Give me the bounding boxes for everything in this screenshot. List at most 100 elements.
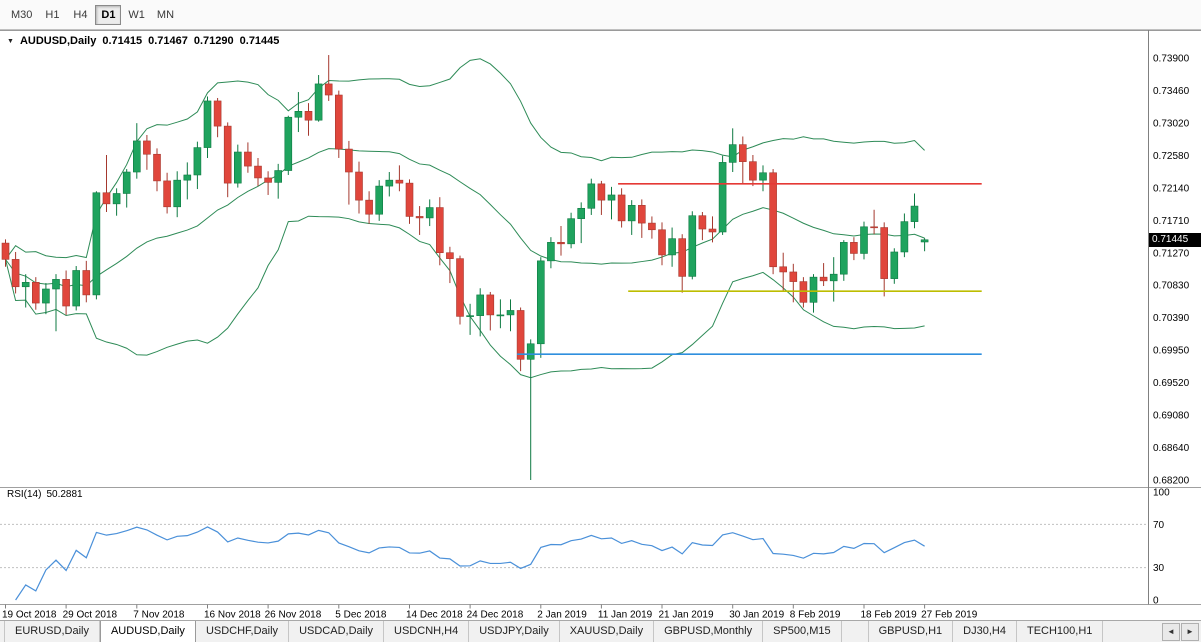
rsi-axis[interactable]: 100 70 30 0 xyxy=(1153,488,1170,607)
time-axis[interactable]: 19 Oct 2018 29 Oct 2018 7 Nov 2018 16 Nov 2… xyxy=(2,604,978,621)
candle-body xyxy=(173,179,181,208)
symbol-tab-bar: EURUSD,Daily AUDUSD,Daily USDCHF,Daily U… xyxy=(0,620,1201,642)
candle-body xyxy=(668,238,676,256)
tab-usdcnh-h4[interactable]: USDCNH,H4 xyxy=(384,621,470,642)
candle-body xyxy=(31,282,40,304)
tab-usdchf-daily[interactable]: USDCHF,Daily xyxy=(196,621,290,642)
candle-body xyxy=(850,242,858,254)
candle-body xyxy=(203,100,212,148)
candle-body xyxy=(92,192,101,296)
candle xyxy=(153,148,161,192)
candle-body xyxy=(334,94,343,150)
chart-canvas[interactable]: 0.73900 0.73460 0.73020 0.72580 0.72140 0.717… xyxy=(0,30,1201,620)
candle xyxy=(668,227,676,267)
candle xyxy=(486,291,495,331)
candle xyxy=(779,252,788,291)
date-tick-label: 2 Jan 2019 xyxy=(537,610,587,621)
candle-body xyxy=(749,161,757,181)
candle-body xyxy=(456,258,464,317)
candle xyxy=(405,179,414,224)
timeframe-button-w1[interactable]: W1 xyxy=(128,8,145,21)
timeframe-button-m30[interactable]: M30 xyxy=(11,8,33,21)
candle xyxy=(749,154,757,187)
rsi-line xyxy=(15,526,925,601)
candle xyxy=(698,211,707,241)
candle-body xyxy=(223,125,232,184)
candle xyxy=(910,193,919,229)
tab-xauusd-daily[interactable]: XAUUSD,Daily xyxy=(560,621,655,642)
chart-title: ▼ AUDUSD,Daily 0.71415 0.71467 0.71290 0… xyxy=(7,35,279,47)
candle xyxy=(850,237,858,261)
candle-body xyxy=(627,205,636,222)
price-tick-label: 0.68200 xyxy=(1153,476,1190,487)
candle xyxy=(21,274,30,308)
candle-body xyxy=(476,294,485,316)
candle-body xyxy=(496,314,505,317)
tab-gbpusd-monthly[interactable]: GBPUSD,Monthly xyxy=(654,621,764,642)
timeframe-button-h1[interactable]: H1 xyxy=(45,8,60,21)
candle-body xyxy=(122,171,131,194)
timeframe-button-h4[interactable]: H4 xyxy=(73,8,88,21)
tabs-scroll-right-icon[interactable]: ► xyxy=(1181,622,1199,641)
candle-body xyxy=(688,215,697,277)
tab-usdcad-daily[interactable]: USDCAD,Daily xyxy=(289,621,385,642)
tab-usdjpy-daily[interactable]: USDJPY,Daily xyxy=(469,621,560,642)
date-tick-label: 26 Nov 2018 xyxy=(265,610,322,621)
candle-body xyxy=(143,140,151,155)
candle xyxy=(880,222,889,297)
candle-body xyxy=(860,226,868,254)
candle xyxy=(627,200,636,235)
candle-body xyxy=(890,251,899,279)
candle-body xyxy=(284,116,293,171)
tabs-scroll-left-icon[interactable]: ◄ xyxy=(1162,622,1180,641)
candle xyxy=(900,213,909,258)
candle-body xyxy=(597,183,606,201)
candle xyxy=(688,211,697,280)
candle xyxy=(304,103,313,136)
bollinger-lower-band xyxy=(5,215,925,379)
candle xyxy=(839,240,848,281)
candle xyxy=(769,169,777,275)
candle xyxy=(516,307,525,372)
rsi-axis-label: 70 xyxy=(1153,520,1165,531)
candle xyxy=(557,226,565,256)
timeframe-button-d1[interactable]: D1 xyxy=(95,4,122,25)
date-tick-label: 16 Nov 2018 xyxy=(204,610,261,621)
rsi-axis-label: 0 xyxy=(1153,596,1159,607)
candle xyxy=(809,274,818,313)
candle xyxy=(799,277,808,308)
candle xyxy=(496,299,505,329)
tab-audusd-daily[interactable]: AUDUSD,Daily xyxy=(99,621,196,642)
tab-eurusd-daily[interactable]: EURUSD,Daily xyxy=(4,621,100,642)
candle-body xyxy=(62,279,70,307)
rsi-axis-label: 100 xyxy=(1153,488,1170,499)
candle-body xyxy=(234,151,242,184)
tab-dj30-h4[interactable]: DJ30,H4 xyxy=(953,621,1017,642)
candle xyxy=(738,136,747,184)
rsi-indicator-label: RSI(14) 50.2881 xyxy=(7,489,83,500)
candle-body xyxy=(910,205,919,222)
candle-body xyxy=(274,170,283,183)
candle xyxy=(72,266,80,311)
tab-sp500-m15[interactable]: SP500,M15 xyxy=(763,621,842,642)
candle-body xyxy=(52,279,60,290)
candle xyxy=(708,216,717,243)
candle xyxy=(597,180,606,215)
candle-body xyxy=(900,221,909,253)
price-tick-label: 0.73460 xyxy=(1153,86,1190,97)
candle-body xyxy=(365,199,373,215)
price-tick-label: 0.71270 xyxy=(1153,248,1190,259)
candle xyxy=(183,162,192,200)
candle xyxy=(234,144,242,188)
tab-gbpusd-h1[interactable]: GBPUSD,H1 xyxy=(867,621,954,642)
current-price-badge: 0.71445 xyxy=(1149,232,1201,247)
candle xyxy=(425,199,434,227)
candle-body xyxy=(658,229,666,256)
candle-body xyxy=(718,162,727,233)
timeframe-button-mn[interactable]: MN xyxy=(156,8,175,21)
candle xyxy=(274,163,283,199)
candle-body xyxy=(314,83,323,121)
date-tick-label: 5 Dec 2018 xyxy=(335,610,387,621)
tab-tech100-h1[interactable]: TECH100,H1 xyxy=(1017,621,1104,642)
price-axis[interactable]: 0.73900 0.73460 0.73020 0.72580 0.72140 0.717… xyxy=(1153,54,1190,487)
